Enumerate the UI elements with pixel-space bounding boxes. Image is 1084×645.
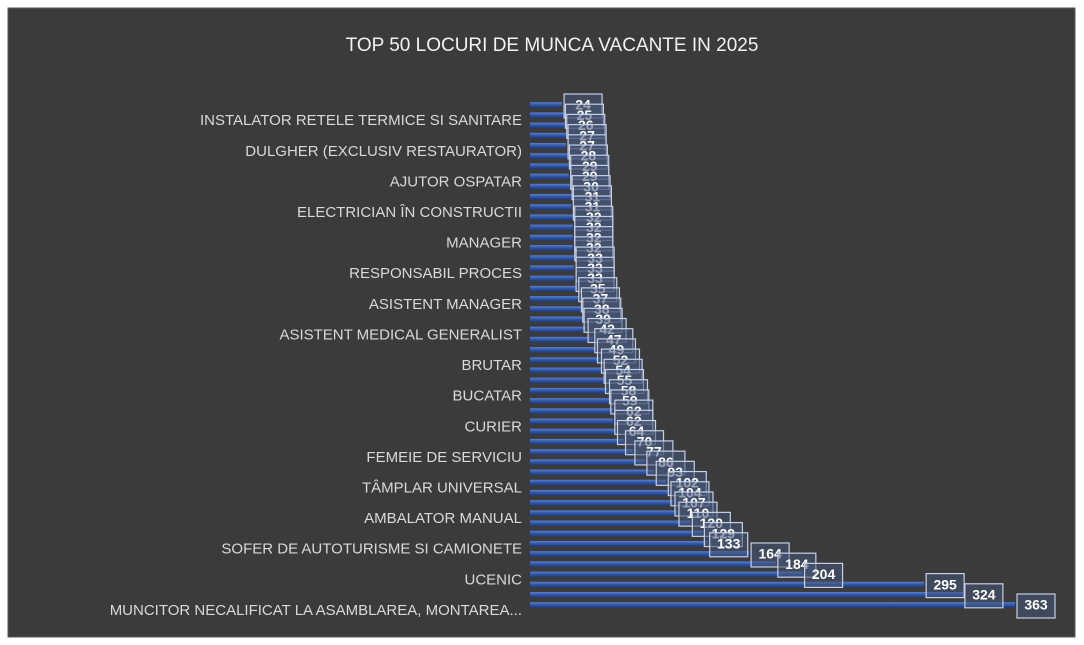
bar xyxy=(530,602,1015,608)
bar xyxy=(530,428,616,435)
bar xyxy=(530,204,572,210)
chart-title: TOP 50 LOCURI DE MUNCA VACANTE IN 2025 xyxy=(346,35,759,56)
bar xyxy=(530,387,608,394)
bar xyxy=(530,265,575,272)
bar xyxy=(530,112,564,119)
category-label: UCENIC xyxy=(464,571,522,588)
category-label: MANAGER xyxy=(446,235,522,252)
bar xyxy=(530,102,563,108)
value-label-box xyxy=(1016,593,1056,619)
bar xyxy=(530,255,575,261)
value-label: 164 xyxy=(758,546,782,562)
bar xyxy=(530,285,577,292)
bar xyxy=(530,347,596,353)
category-label: ELECTRICIAN ÎN CONSTRUCTII xyxy=(297,204,522,221)
bar xyxy=(530,153,568,159)
bar xyxy=(530,581,925,588)
category-label: BRUTAR xyxy=(461,357,522,374)
value-label-box xyxy=(964,583,1004,609)
category-label: CURIER xyxy=(464,418,522,435)
value-label-box xyxy=(803,562,844,588)
bar xyxy=(530,306,581,312)
value-label: 295 xyxy=(933,576,957,592)
category-label: DULGHER (EXCLUSIV RESTAURATOR) xyxy=(245,143,522,160)
bar xyxy=(530,489,669,496)
bar xyxy=(530,438,624,445)
bar xyxy=(530,183,571,190)
category-label: FEMEIE DE SERVICIU xyxy=(366,449,522,466)
bar xyxy=(530,398,609,404)
bar xyxy=(530,561,776,567)
bar xyxy=(530,530,703,537)
bar xyxy=(530,224,573,231)
bar xyxy=(530,194,572,200)
value-label: 133 xyxy=(717,535,741,551)
bar xyxy=(530,367,603,374)
bar xyxy=(530,510,677,516)
bar xyxy=(530,234,573,241)
bar xyxy=(530,326,587,333)
category-label: BUCATAR xyxy=(453,388,523,405)
bar xyxy=(530,459,645,465)
bar xyxy=(530,377,604,384)
bar xyxy=(530,316,583,323)
category-label: MUNCITOR NECALIFICAT LA ASAMBLAREA, MONT… xyxy=(110,602,522,619)
bar xyxy=(530,520,691,527)
bar xyxy=(530,479,667,486)
category-label: ASISTENT MANAGER xyxy=(369,296,522,313)
category-label: TÂMPLAR UNIVERSAL xyxy=(362,480,522,497)
value-label-box xyxy=(925,572,965,599)
bar xyxy=(530,173,569,180)
bar xyxy=(530,469,655,476)
value-label: 324 xyxy=(972,586,996,602)
bar xyxy=(530,214,573,221)
bar xyxy=(530,143,567,149)
value-label: 204 xyxy=(812,566,836,582)
category-label: ASISTENT MEDICAL GENERALIST xyxy=(279,326,522,343)
bar xyxy=(530,245,573,251)
bar xyxy=(530,163,569,170)
category-label: SOFER DE AUTOTURISME SI CAMIONETE xyxy=(221,541,522,558)
bar xyxy=(530,540,708,547)
bar xyxy=(530,500,673,506)
bar xyxy=(530,449,633,455)
category-label: AJUTOR OSPATAR xyxy=(390,173,522,190)
bar xyxy=(530,408,613,414)
category-label: INSTALATOR RETELE TERMICE SI SANITARE xyxy=(200,112,522,129)
bar xyxy=(530,418,613,425)
value-label: 363 xyxy=(1024,597,1048,613)
value-label-box xyxy=(709,532,749,558)
value-label: 184 xyxy=(785,556,809,572)
category-label: RESPONSABIL PROCES xyxy=(349,265,522,282)
bar xyxy=(530,591,963,598)
bar xyxy=(530,296,580,302)
bar xyxy=(530,551,750,557)
category-label: AMBALATOR MANUAL xyxy=(364,510,522,527)
bar xyxy=(530,122,565,129)
bar xyxy=(530,132,567,139)
bar xyxy=(530,275,575,282)
bar xyxy=(530,336,593,343)
bar xyxy=(530,357,600,363)
bar xyxy=(530,571,803,578)
